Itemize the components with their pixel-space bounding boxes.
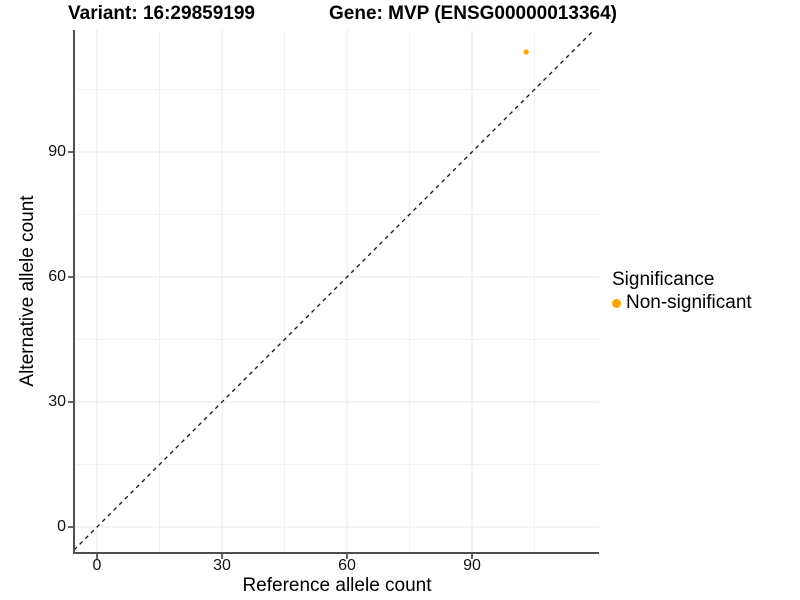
data-point — [523, 49, 529, 55]
x-tick-label: 0 — [92, 557, 102, 574]
y-tick-label: 0 — [57, 518, 66, 535]
legend: Significance Non-significant — [612, 268, 752, 315]
y-axis-title: Alternative allele count — [17, 195, 38, 387]
plot-title-variant: Variant: 16:29859199 — [68, 3, 255, 24]
legend-point-icon — [612, 298, 621, 308]
legend-item-label: Non-significant — [626, 292, 752, 313]
x-tick-label: 60 — [338, 557, 356, 574]
x-tick-label: 30 — [213, 557, 231, 574]
y-tick-label: 60 — [48, 267, 66, 285]
identity-dashed-line — [73, 29, 595, 551]
x-axis-title: Reference allele count — [242, 575, 432, 596]
legend-title: Significance — [612, 269, 715, 290]
x-tick-label: 90 — [463, 557, 481, 574]
legend-item-non-significant: Non-significant — [612, 291, 752, 315]
y-tick-label: 90 — [48, 142, 66, 160]
plot-title-gene: Gene: MVP (ENSG00000013364) — [329, 3, 617, 24]
y-tick-label: 30 — [48, 392, 66, 410]
